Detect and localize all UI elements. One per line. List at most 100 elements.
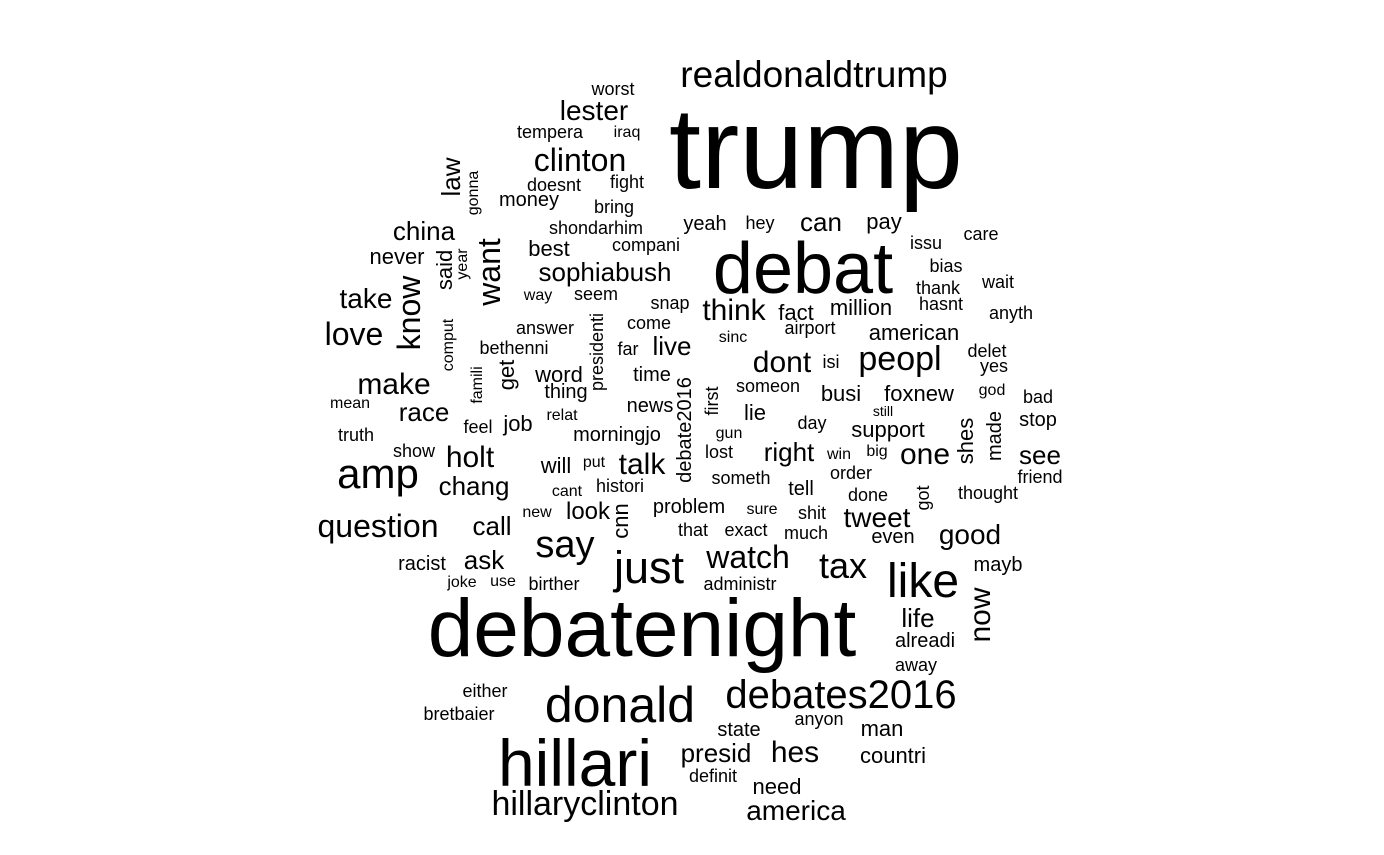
- cloud-word-make: make: [357, 368, 430, 401]
- cloud-word-said: said: [432, 250, 457, 290]
- cloud-word-anyon: anyon: [794, 709, 843, 729]
- cloud-word-holt: holt: [446, 441, 495, 474]
- cloud-word-chang: chang: [439, 471, 510, 501]
- cloud-word-question: question: [318, 508, 439, 544]
- cloud-word-yes: yes: [980, 356, 1008, 376]
- cloud-word-sure: sure: [746, 501, 777, 518]
- cloud-word-debate2016: debate2016: [674, 377, 696, 483]
- cloud-word-debatenight: debatenight: [428, 583, 857, 674]
- cloud-word-done: done: [848, 485, 888, 505]
- cloud-word-shondarhim: shondarhim: [549, 218, 643, 238]
- cloud-word-like: like: [887, 555, 959, 608]
- cloud-word-either: either: [462, 681, 507, 701]
- cloud-word-exact: exact: [724, 520, 767, 540]
- cloud-word-iraq: iraq: [614, 124, 641, 141]
- cloud-word-new: new: [522, 504, 552, 521]
- cloud-word-say: say: [535, 524, 594, 566]
- cloud-word-dont: dont: [753, 346, 812, 379]
- cloud-word-sinc: sinc: [719, 329, 747, 346]
- cloud-word-take: take: [340, 283, 393, 314]
- cloud-word-tempera: tempera: [517, 122, 584, 142]
- cloud-word-away: away: [895, 655, 937, 675]
- cloud-word-one: one: [900, 438, 950, 471]
- cloud-word-bretbaier: bretbaier: [423, 704, 494, 724]
- cloud-word-fight: fight: [610, 172, 644, 192]
- cloud-word-pay: pay: [866, 209, 901, 234]
- cloud-word-peopl: peopl: [858, 340, 941, 378]
- cloud-word-debat: debat: [713, 229, 893, 309]
- cloud-word-china: china: [393, 216, 456, 246]
- cloud-word-fact: fact: [778, 300, 813, 325]
- cloud-word-truth: truth: [338, 425, 374, 445]
- cloud-word-friend: friend: [1017, 467, 1062, 487]
- cloud-word-countri: countri: [860, 743, 926, 768]
- cloud-word-want: want: [471, 238, 507, 307]
- cloud-word-lester: lester: [560, 95, 628, 126]
- cloud-word-bethenni: bethenni: [479, 338, 548, 358]
- cloud-word-famili: famili: [469, 366, 486, 403]
- cloud-word-that: that: [678, 520, 708, 540]
- cloud-word-now: now: [964, 587, 997, 642]
- cloud-word-win: win: [826, 446, 851, 463]
- cloud-word-law: law: [436, 157, 466, 196]
- cloud-word-someth: someth: [711, 468, 770, 488]
- cloud-word-mayb: mayb: [974, 554, 1023, 576]
- cloud-word-gun: gun: [716, 425, 743, 442]
- cloud-word-think: think: [702, 294, 766, 327]
- cloud-word-hillaryclinton: hillaryclinton: [491, 785, 678, 823]
- cloud-word-shes: shes: [953, 418, 978, 464]
- cloud-word-right: right: [764, 437, 815, 467]
- cloud-word-see: see: [1019, 440, 1061, 470]
- cloud-word-gonna: gonna: [465, 171, 482, 216]
- cloud-word-talk: talk: [619, 448, 667, 481]
- cloud-word-best: best: [528, 236, 570, 261]
- cloud-word-still: still: [873, 403, 893, 419]
- cloud-word-put: put: [583, 454, 606, 471]
- cloud-word-bad: bad: [1023, 387, 1053, 407]
- cloud-word-bring: bring: [594, 197, 634, 217]
- cloud-word-get: get: [494, 360, 519, 391]
- cloud-word-million: million: [830, 295, 892, 320]
- cloud-word-lie: lie: [744, 400, 766, 425]
- cloud-word-compani: compani: [612, 235, 680, 255]
- cloud-word-order: order: [830, 463, 872, 483]
- cloud-word-amp: amp: [337, 450, 419, 497]
- cloud-word-isi: isi: [823, 352, 840, 372]
- cloud-word-histori: histori: [596, 476, 644, 496]
- cloud-word-sophiabush: sophiabush: [539, 257, 672, 287]
- cloud-word-bias: bias: [929, 256, 962, 276]
- cloud-word-time: time: [633, 364, 671, 386]
- cloud-word-airport: airport: [784, 318, 835, 338]
- cloud-word-show: show: [393, 441, 436, 461]
- cloud-word-definit: definit: [689, 766, 737, 786]
- cloud-word-anyth: anyth: [989, 303, 1033, 323]
- cloud-word-man: man: [861, 716, 904, 741]
- cloud-word-care: care: [963, 224, 998, 244]
- cloud-word-good: good: [939, 519, 1001, 550]
- cloud-word-debates2016: debates2016: [725, 673, 956, 717]
- cloud-word-birther: birther: [528, 574, 579, 594]
- cloud-word-word: word: [534, 362, 583, 387]
- cloud-word-much: much: [784, 523, 828, 543]
- cloud-word-presidenti: presidenti: [587, 313, 607, 391]
- cloud-word-job: job: [502, 411, 532, 436]
- cloud-word-thank: thank: [916, 278, 961, 298]
- cloud-word-realdonaldtrump: realdonaldtrump: [680, 54, 947, 95]
- cloud-word-thought: thought: [958, 483, 1018, 503]
- cloud-word-seem: seem: [574, 284, 618, 304]
- cloud-word-state: state: [717, 719, 760, 741]
- cloud-word-joke: joke: [446, 574, 476, 591]
- cloud-word-someon: someon: [736, 376, 800, 396]
- cloud-word-need: need: [753, 774, 802, 799]
- cloud-word-morningjo: morningjo: [573, 424, 661, 446]
- cloud-word-come: come: [627, 313, 671, 333]
- cloud-word-never: never: [369, 244, 424, 269]
- cloud-word-america: america: [746, 795, 846, 826]
- cloud-word-trump: trump: [669, 85, 963, 213]
- cloud-word-comput: comput: [440, 318, 457, 371]
- cloud-word-day: day: [797, 413, 826, 433]
- cloud-word-stop: stop: [1019, 409, 1057, 431]
- cloud-word-delet: delet: [967, 341, 1006, 361]
- cloud-word-mean: mean: [330, 395, 370, 412]
